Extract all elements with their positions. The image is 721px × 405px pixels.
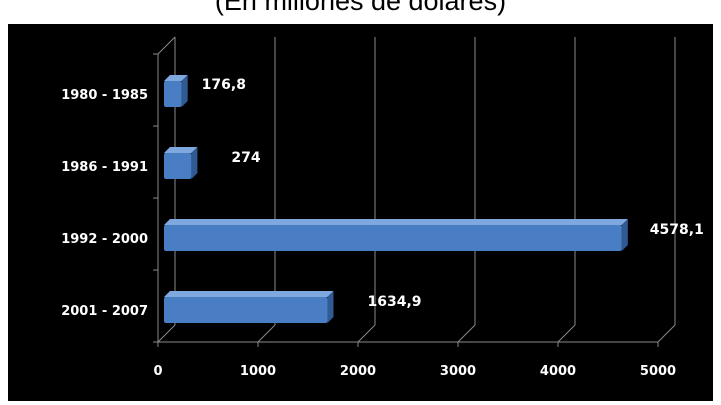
bar-side: [191, 147, 198, 179]
x-tick-label: 0: [153, 364, 162, 379]
data-label: 1634,9: [367, 294, 421, 310]
y-tick-label: 1986 - 1991: [61, 160, 148, 175]
y-tick-label: 1980 - 1985: [61, 88, 148, 103]
bar: [164, 81, 182, 107]
bar-chart: 1980 - 1985 176,8 1986 - 1991 274 1992 - 200…: [61, 36, 704, 379]
data-label: 176,8: [202, 77, 246, 93]
floor-gridline: [157, 324, 176, 343]
x-tick-label: 1000: [240, 364, 276, 379]
floor-gridline: [357, 324, 376, 343]
chart-title: (En millones de dólares): [214, 0, 507, 16]
data-label: 4578,1: [650, 222, 704, 238]
bar-side: [327, 291, 334, 323]
x-tick-label: 2000: [340, 364, 376, 379]
bar-top: [164, 75, 188, 81]
bar-side: [181, 75, 188, 107]
left-wall-edge: [157, 36, 176, 55]
y-tick-label: 2001 - 2007: [61, 304, 148, 319]
bar: [164, 225, 622, 251]
bar-top: [164, 147, 198, 153]
floor-gridline: [557, 324, 576, 343]
data-label: 274: [231, 150, 260, 166]
bar: [164, 297, 328, 323]
x-tick-label: 4000: [540, 364, 576, 379]
x-tick-label: 5000: [640, 364, 676, 379]
back-wall: [175, 37, 675, 325]
bar: [164, 153, 192, 179]
y-tick-label: 1992 - 2000: [61, 232, 148, 247]
x-tick-label: 3000: [440, 364, 476, 379]
bar-top: [164, 219, 628, 225]
chart-panel: 1980 - 1985 176,8 1986 - 1991 274 1992 - 200…: [8, 24, 713, 401]
floor-gridline: [257, 324, 276, 343]
floor-gridline: [457, 324, 476, 343]
bar-top: [164, 291, 334, 297]
bar-side: [621, 219, 628, 251]
floor-gridline: [657, 324, 676, 343]
